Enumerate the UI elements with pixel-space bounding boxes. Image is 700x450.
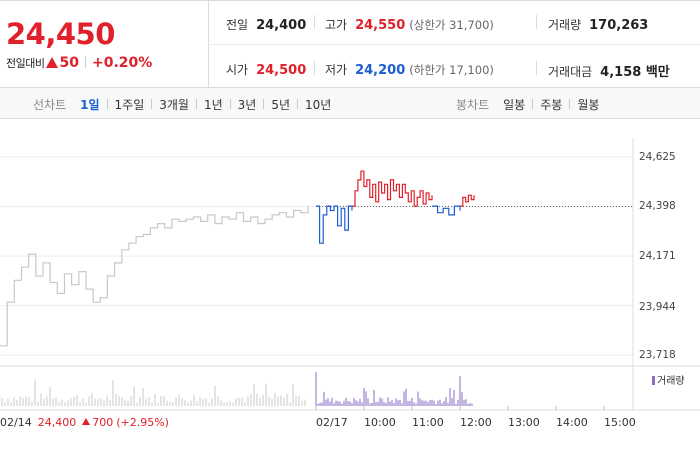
x-tick: 12:00 [460,416,492,429]
stat-value: 4,158 백만 [600,65,670,80]
chart-lines [0,170,633,347]
volume-legend: 거래량 [652,372,685,387]
divider [210,44,700,45]
up-triangle-icon [46,57,59,68]
y-tick: 24,625 [639,151,676,163]
line-chart-label: 선차트 [33,98,67,112]
stats-panel: 전일 24,400 고가 24,550 (상한가 31,700) 거래량 170,263… [210,1,700,88]
change-percent: +0.20% [91,55,153,71]
divider [314,15,315,29]
tab-1w[interactable]: 1주일 [114,98,145,112]
quote-header: 24,450 전일대비 50 +0.20% 전일 24,400 고가 24,550 (상한… [0,0,700,88]
stat-label: 시가 [226,63,249,77]
y-tick: 24,398 [639,200,676,212]
volume-swatch [652,376,655,385]
divider [195,99,197,109]
divider [263,99,265,109]
stat-label: 고가 [325,18,348,32]
stat-prev-close: 전일 24,400 [226,16,306,33]
tab-weekly[interactable]: 주봉 [540,98,563,112]
change-row: 전일대비 50 +0.20% [6,55,152,71]
current-price: 24,450 [6,17,115,51]
candle-chart-label: 봉차트 [456,98,490,112]
stat-low: 저가 24,200 (하한가 17,100) [325,61,494,78]
divider [297,99,299,109]
volume-bars [1,372,473,406]
chart-grid [0,138,700,411]
price-series-line [352,170,433,207]
x-tick: 14:00 [556,416,588,429]
divider [84,56,86,68]
y-tick: 23,718 [639,349,676,361]
stat-value: 24,400 [256,18,307,33]
stat-value: 24,500 [256,63,307,78]
change-label: 전일대비 [6,57,45,70]
y-tick: 24,171 [639,250,676,262]
x-tick: 13:00 [508,416,540,429]
price-chart: 24,625 24,398 24,171 23,944 23,718 거래량 0… [0,120,700,450]
stat-amount: 거래대금 4,158 백만 [548,61,670,80]
stat-sub: (상한가 31,700) [409,18,494,32]
divider [532,99,534,109]
y-tick: 23,944 [639,301,676,313]
tab-5y[interactable]: 5년 [271,98,291,112]
price-series-line [0,206,309,347]
stat-value: 24,200 [355,63,406,78]
change-value: 50 [59,55,79,71]
stat-open: 시가 24,500 [226,61,306,78]
stat-sub: (하한가 17,100) [409,63,494,77]
tab-3y[interactable]: 3년 [237,98,257,112]
candle-chart-tabs: 봉차트 일봉 주봉 월봉 [456,96,601,113]
tab-1d[interactable]: 1일 [80,98,100,112]
tab-1y[interactable]: 1년 [203,98,223,112]
price-series-line [460,194,475,207]
up-triangle-icon [82,418,91,425]
prev-price: 24,400 [37,416,77,429]
stat-value: 170,263 [589,18,649,33]
prev-pct: (+2.95%) [116,416,169,429]
price-series-line [316,205,353,244]
divider [314,61,315,75]
stat-volume: 거래량 170,263 [548,16,648,33]
divider [536,61,537,75]
tab-3m[interactable]: 3개월 [159,98,189,112]
tab-daily[interactable]: 일봉 [503,98,526,112]
stat-label: 저가 [325,63,348,77]
divider [229,99,231,109]
stat-label: 거래량 [548,18,582,32]
tab-10y[interactable]: 10년 [305,98,332,112]
chart-period-tabs: 선차트 1일 1주일 3개월 1년 3년 5년 10년 봉차트 일봉 주봉 월봉 [0,88,700,119]
prev-day-info: 02/14 24,400 700 (+2.95%) [0,416,169,429]
divider [536,15,537,29]
x-tick: 15:00 [604,416,636,429]
stat-label: 거래대금 [548,65,593,79]
stat-high: 고가 24,550 (상한가 31,700) [325,16,494,33]
x-tick: 10:00 [364,416,396,429]
price-series-line [432,205,461,216]
prev-date: 02/14 [0,416,32,429]
divider [106,99,108,109]
line-chart-tabs: 선차트 1일 1주일 3개월 1년 3년 5년 10년 [33,96,333,113]
tab-monthly[interactable]: 월봉 [577,98,600,112]
prev-change: 700 [92,416,114,429]
price-chart-svg [0,138,700,411]
price-box: 24,450 전일대비 50 +0.20% [0,1,209,88]
divider [569,99,571,109]
x-tick: 02/17 [316,416,348,429]
stat-value: 24,550 [355,18,406,33]
volume-legend-label: 거래량 [657,376,685,387]
x-tick: 11:00 [412,416,444,429]
divider [151,99,153,109]
stat-label: 전일 [226,18,249,32]
